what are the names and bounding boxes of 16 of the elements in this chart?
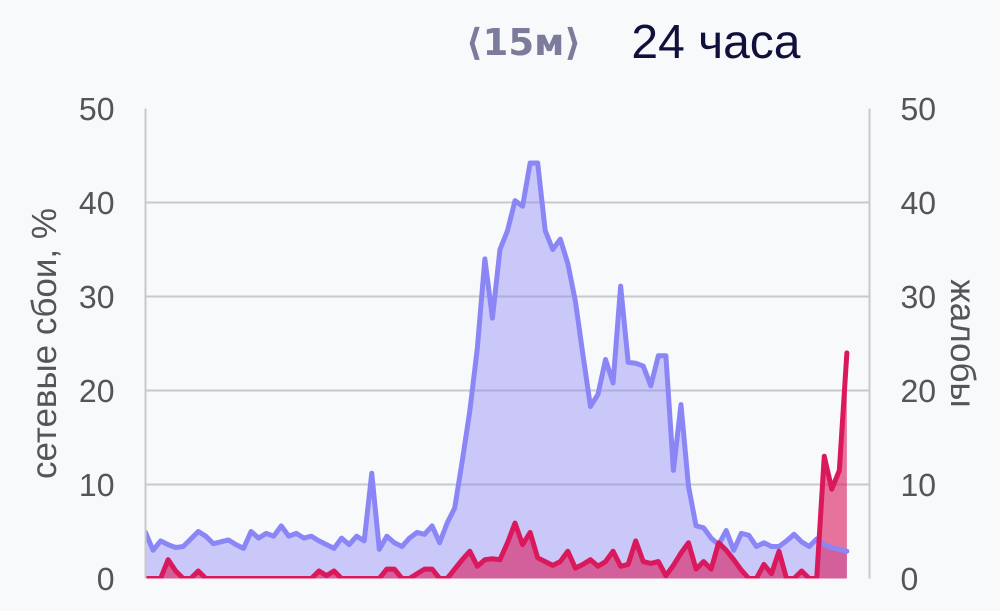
y-tick-label: 0 xyxy=(96,561,114,597)
y-tick-label: 40 xyxy=(78,185,114,221)
y-axis-title: сетевые сбои, % xyxy=(24,208,64,479)
y-tick-label: 20 xyxy=(78,373,114,409)
y2-tick-label: 0 xyxy=(900,561,918,597)
y2-tick-label: 50 xyxy=(900,91,936,127)
chart-title: 24 часа xyxy=(631,16,801,69)
y2-axis-title: жалобы xyxy=(943,279,982,408)
y2-tick-label: 20 xyxy=(900,373,936,409)
chart-subtitle: ⟨15м⟩ xyxy=(466,21,582,64)
y-tick-label: 30 xyxy=(78,279,114,315)
y2-tick-label: 10 xyxy=(900,467,936,503)
y2-tick-label: 30 xyxy=(900,279,936,315)
y-tick-label: 50 xyxy=(78,91,114,127)
y-tick-label: 10 xyxy=(78,467,114,503)
y2-tick-label: 40 xyxy=(900,185,936,221)
